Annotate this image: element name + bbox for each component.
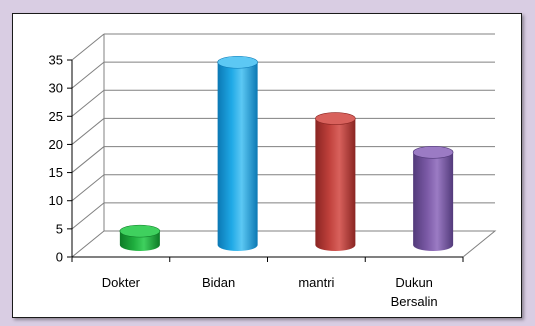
x-category-label: Dukun: [395, 275, 433, 290]
gridline-side: [71, 61, 105, 89]
bar-top: [315, 112, 356, 125]
y-tick-label: 20: [49, 137, 63, 152]
y-tick-label: 30: [49, 81, 63, 96]
x-category-label: mantri: [298, 275, 334, 290]
x-category-label: Bersalin: [391, 294, 438, 309]
bar-top: [217, 55, 258, 69]
bar-top: [119, 224, 161, 238]
gridline-side: [71, 89, 105, 117]
gridline-side: [71, 33, 105, 61]
y-tick-label: 25: [49, 109, 63, 124]
gridline-side: [71, 146, 105, 173]
gridline-side: [71, 202, 105, 230]
bar-dukun-bersalin: [413, 152, 454, 252]
y-tick-label: 0: [56, 250, 63, 265]
y-tick-label: 35: [49, 53, 63, 68]
bar-bidan: [217, 62, 258, 252]
x-category-label: Bidan: [202, 275, 235, 290]
x-category-label: Dokter: [102, 275, 141, 290]
gridline-side: [71, 118, 105, 145]
gridline-side: [71, 174, 105, 202]
y-tick-label: 15: [49, 165, 63, 180]
y-tick-label: 10: [49, 193, 63, 208]
y-tick-label: 5: [56, 221, 63, 236]
bar-mantri: [315, 118, 356, 252]
bar-top: [412, 146, 454, 159]
